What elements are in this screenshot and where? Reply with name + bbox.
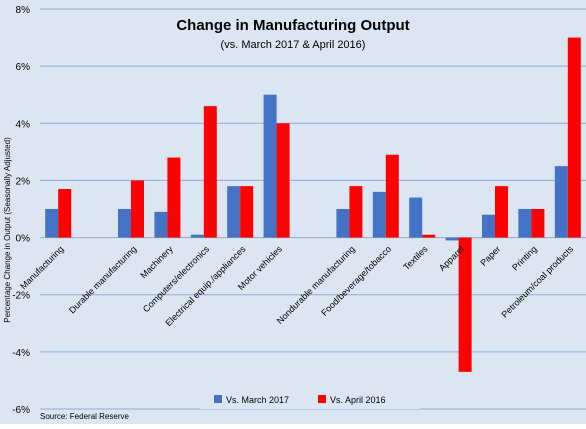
category-label: Machinery [138,244,175,281]
legend-label-april: Vs. April 2016 [330,395,386,405]
bar-april [349,186,363,238]
bar-april [495,186,508,238]
y-tick-label: -6% [12,405,30,416]
bar-march [409,197,423,238]
bar-march [118,209,131,238]
category-label: Manufacturing [18,244,65,291]
bar-march [518,209,532,238]
legend-box [200,389,420,409]
y-tick-labels: 8% 6% 4% 2% 0% -2% -4% -6% [12,5,30,416]
category-label: Textiles [401,244,430,273]
y-axis-label: Percentage Change in Output (Seasonally … [3,137,12,323]
bar-april [458,237,472,372]
bar-april [567,37,581,238]
bar-march [445,237,459,241]
bar-march [263,94,277,238]
bars [45,37,581,372]
bar-april [240,186,254,238]
bar-april [385,154,399,238]
y-tick-label: 6% [16,62,31,73]
bar-april [531,209,545,238]
bar-april [167,157,181,238]
bar-march [372,191,386,238]
y-tick-label: -2% [12,291,30,302]
bar-april [203,106,217,238]
category-label: Food/beverage/tobacco [319,244,393,318]
bar-april [58,189,72,238]
bar-march [190,234,204,238]
bar-april [276,123,290,238]
y-tick-label: 8% [16,5,31,16]
bar-march [154,211,168,238]
bar-march [554,166,568,238]
bar-march [45,209,59,238]
category-label: Durable manufacturing [67,244,138,315]
bar-april [422,234,436,238]
category-labels: Manufacturing Durable manufacturing Machin… [18,244,575,329]
category-label: Printing [510,244,539,273]
bar-march [482,214,495,238]
y-tick-label: 0% [16,234,31,245]
y-tick-label: 2% [16,176,31,187]
y-tick-label: 4% [16,119,31,130]
bar-april [131,180,144,238]
bar-march [336,209,350,238]
legend-swatch-march [214,395,222,403]
legend-swatch-april [318,395,326,403]
y-tick-label: -4% [12,348,30,359]
chart-subtitle: (vs. March 2017 & April 2016) [221,39,366,51]
category-label: Computers/electronics [141,244,212,315]
category-label: Paper [478,244,502,268]
category-label: Petroleum/coal products [500,244,576,320]
legend: Vs. March 2017 Vs. April 2016 [200,389,420,409]
chart-title: Change in Manufacturing Output [176,17,409,34]
legend-label-march: Vs. March 2017 [226,395,289,405]
bar-march [227,186,241,238]
source-note: Source: Federal Reserve [40,412,129,421]
